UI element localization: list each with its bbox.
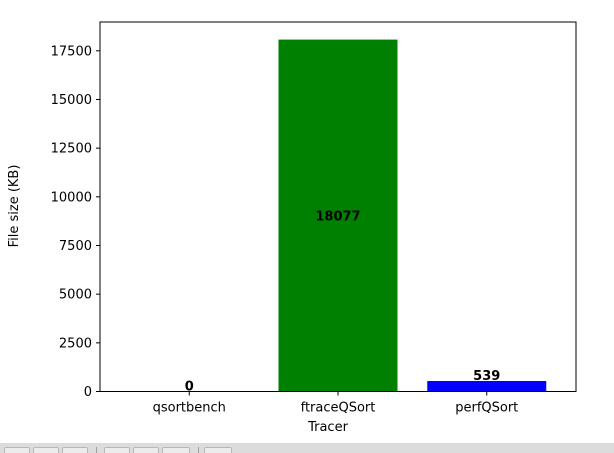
- y-tick-label: 17500: [51, 44, 92, 59]
- y-tick-label: 5000: [59, 288, 92, 303]
- bar-ftraceQSort: [278, 39, 398, 392]
- home-icon[interactable]: [4, 447, 30, 453]
- bar-perfQSort: [427, 381, 547, 392]
- x-tick-label: ftraceQSort: [301, 401, 376, 416]
- y-axis: 0 2500 5000 7500 10000 12500 15000 17500: [51, 44, 100, 400]
- y-tick-label: 10000: [51, 190, 92, 205]
- navigation-toolbar: [0, 443, 614, 453]
- data-labels: 0 18077 539: [185, 210, 501, 395]
- data-label-qsortbench: 0: [185, 380, 194, 395]
- subplots-icon[interactable]: [162, 447, 190, 453]
- x-axis-label: Tracer: [307, 420, 348, 435]
- y-tick-label: 7500: [59, 239, 92, 254]
- toolbar-separator: [198, 447, 199, 453]
- y-tick-label: 12500: [51, 142, 92, 157]
- bar-chart: 0 2500 5000 7500 10000 12500 15000 17500 qsortb…: [7, 21, 577, 435]
- y-tick-label: 15000: [51, 93, 92, 108]
- zoom-icon[interactable]: [133, 447, 159, 453]
- x-axis: qsortbench ftraceQSort perfQSort: [153, 391, 518, 416]
- bars-layer: [278, 39, 547, 392]
- data-label-ftraceQSort: 18077: [315, 210, 360, 225]
- x-tick-label: qsortbench: [153, 401, 226, 416]
- y-tick-label: 0: [84, 385, 92, 400]
- x-tick-label: perfQSort: [455, 401, 518, 416]
- back-icon[interactable]: [33, 447, 59, 453]
- forward-icon[interactable]: [62, 447, 88, 453]
- data-label-perfQSort: 539: [473, 369, 500, 384]
- pan-icon[interactable]: [104, 447, 130, 453]
- save-icon[interactable]: [204, 447, 232, 453]
- y-tick-label: 2500: [59, 336, 92, 351]
- toolbar-separator: [96, 447, 97, 453]
- y-axis-label: File size (KB): [7, 165, 22, 248]
